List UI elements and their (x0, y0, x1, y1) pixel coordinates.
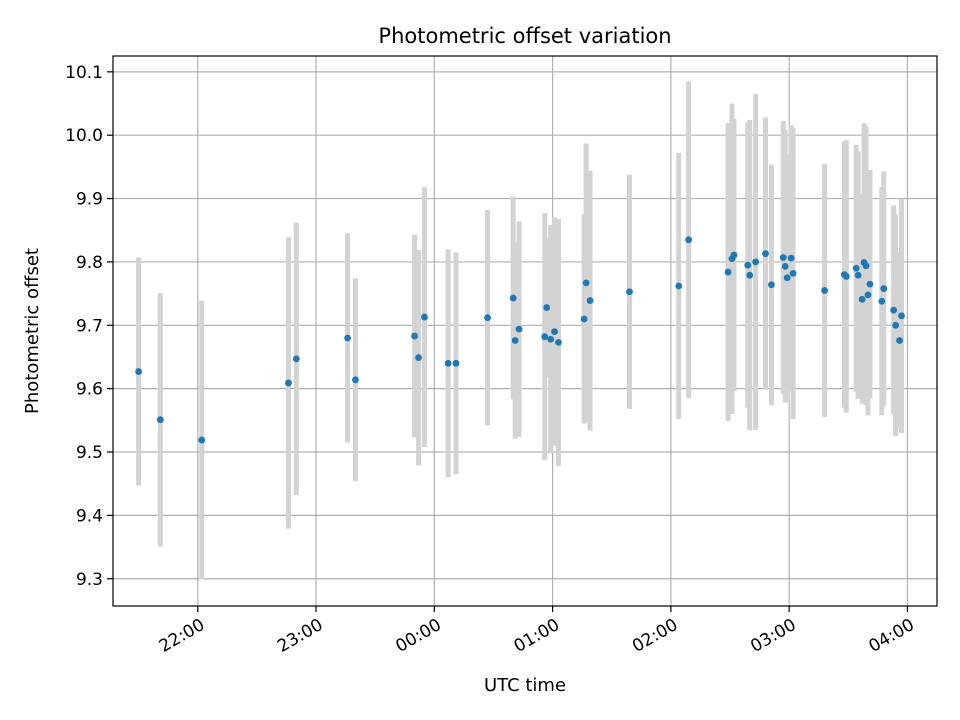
data-point (821, 287, 829, 294)
data-point (198, 436, 206, 444)
data-point (724, 268, 732, 276)
data-point (858, 295, 866, 303)
data-point (555, 339, 562, 346)
y-axis-label: Photometric offset (22, 248, 43, 414)
x-tick-label: 04:00 (865, 615, 917, 657)
data-point (541, 333, 549, 341)
data-point (842, 273, 850, 280)
y-axis-ticks: 9.3 9.4 9.5 9.6 9.7 9.8 9.9 10.0 10.1 (65, 63, 113, 590)
y-tick-label: 9.6 (76, 380, 103, 400)
y-tick-label: 10.1 (65, 63, 103, 83)
data-point (779, 254, 787, 261)
y-tick-label: 10.0 (65, 126, 103, 146)
data-point (421, 313, 428, 321)
data-point (352, 376, 359, 384)
x-tick-label: 01:00 (511, 615, 563, 657)
data-point (892, 321, 900, 329)
data-point (515, 325, 523, 333)
data-point (864, 291, 872, 299)
data-point (292, 355, 300, 363)
data-point (626, 288, 633, 296)
data-point (415, 354, 422, 362)
grid-lines (113, 56, 937, 606)
x-tick-label: 03:00 (747, 615, 799, 657)
data-point (880, 285, 888, 292)
y-tick-label: 9.9 (76, 190, 103, 210)
data-point (509, 294, 517, 302)
x-axis-label: UTC time (484, 675, 566, 696)
data-point (787, 254, 795, 262)
data-points (135, 236, 905, 444)
data-point (551, 328, 558, 336)
data-point (752, 258, 760, 266)
x-tick-label: 00:00 (392, 615, 444, 657)
y-tick-label: 9.8 (76, 253, 103, 273)
data-point (789, 269, 797, 277)
data-point (746, 271, 754, 279)
x-tick-label: 22:00 (156, 615, 208, 657)
data-point (768, 281, 775, 289)
y-tick-label: 9.5 (76, 443, 103, 463)
x-axis-ticks: 22:00 23:00 00:00 01:00 02:00 03:00 04:00 (156, 606, 918, 657)
data-point (854, 271, 862, 279)
data-point (444, 359, 452, 367)
data-point (862, 262, 870, 270)
data-point (411, 332, 419, 340)
data-point (890, 306, 898, 314)
chart-title: Photometric offset variation (378, 24, 671, 48)
data-point (866, 280, 874, 288)
x-tick-label: 02:00 (629, 615, 681, 657)
x-tick-label: 23:00 (274, 615, 326, 657)
data-point (580, 315, 588, 323)
plot-area-frame (112, 55, 938, 607)
data-point (511, 337, 519, 344)
y-tick-label: 9.3 (76, 570, 103, 590)
data-point (543, 304, 551, 311)
data-point (685, 236, 693, 244)
data-point (452, 359, 460, 367)
data-point (781, 262, 789, 270)
data-point (285, 379, 292, 387)
data-point (582, 279, 590, 287)
data-point (744, 261, 752, 269)
y-tick-label: 9.7 (76, 316, 103, 336)
data-point (896, 337, 903, 344)
data-point (586, 297, 594, 304)
y-tick-label: 9.4 (76, 506, 103, 526)
data-point (783, 274, 791, 282)
data-point (852, 264, 860, 272)
data-point (762, 250, 769, 258)
data-point (484, 314, 491, 322)
data-point (156, 416, 164, 424)
data-point (898, 312, 905, 320)
data-point (135, 368, 143, 375)
data-point (730, 251, 738, 259)
data-point (878, 297, 886, 305)
data-point (675, 282, 683, 290)
data-point (547, 335, 555, 343)
data-point (344, 334, 351, 342)
